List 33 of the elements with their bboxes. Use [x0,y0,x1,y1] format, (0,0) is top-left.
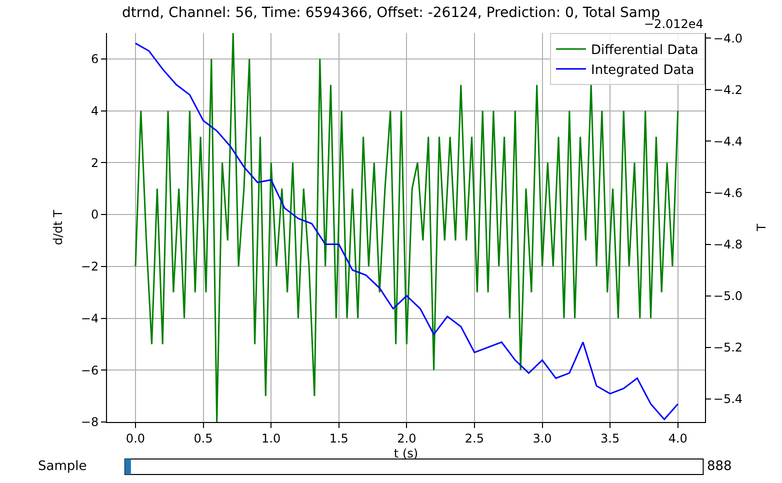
y2-tick-label: −4.4 [713,134,743,148]
y2-axis-title: T [754,223,768,232]
x-tick-label: 3.5 [600,431,620,446]
x-tick-label: 0.0 [126,431,146,446]
y-axis-title: d/dt T [51,209,66,246]
y2-tick-label: −5.0 [713,288,743,303]
x-tick-label: 0.5 [194,431,213,446]
x-tick-label: 2.5 [464,431,484,446]
x-tick-label: 2.0 [397,431,416,446]
x-axis-title: t (s) [394,446,418,460]
chart-title: dtrnd, Channel: 56, Time: 6594366, Offset: -26124, Prediction: 0, Total Samp [122,5,660,22]
y-tick-label: 2 [90,156,99,170]
y2-tick-label: −4.2 [713,82,743,97]
legend-label: Integrated Data [591,62,694,78]
x-tick-label: 1.0 [262,431,281,446]
x-tick-label: 4.0 [668,431,688,446]
legend-label: Differential Data [591,43,698,58]
x-tick-label: 3.0 [532,431,552,446]
y-tick-label: 6 [90,52,99,66]
y-tick-label: −4 [80,311,99,326]
y-tick-label: −8 [80,415,99,430]
y-tick-label: −2 [80,260,99,274]
text: Sample [38,459,87,474]
y2-tick-label: −5.4 [713,392,743,406]
x-tick-label: 1.5 [329,431,348,446]
text: 888 [707,459,732,474]
y2-tick-label: −4.0 [713,31,743,46]
y-tick-label: 0 [90,208,99,222]
y-tick-label: −6 [80,363,99,378]
y2-tick-label: −5.2 [713,340,743,354]
y2-tick-label: −4.6 [713,186,743,200]
y2-tick-label: −4.8 [713,237,743,252]
y-tick-label: 4 [90,104,99,118]
